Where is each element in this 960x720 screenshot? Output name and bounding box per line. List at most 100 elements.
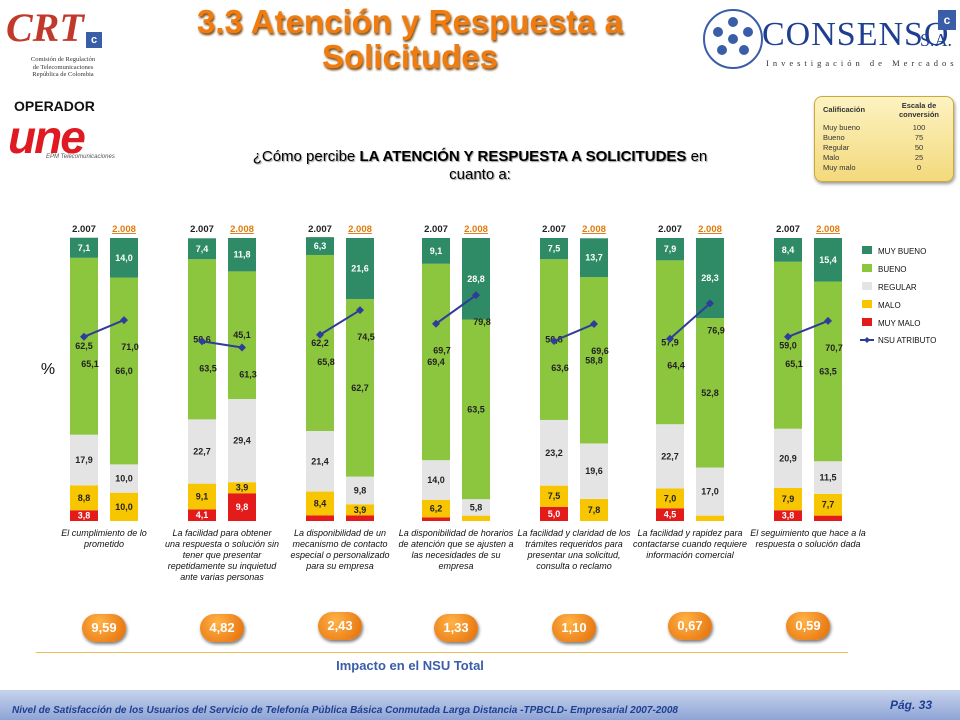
- nsu-marker: [666, 334, 674, 343]
- bar-segment-muy-bueno: [422, 238, 450, 264]
- data-label: 19,6: [585, 466, 603, 476]
- bar-segment-bueno: [462, 319, 490, 500]
- impact-bubble: 1,10: [552, 614, 596, 642]
- bar-segment-regular: [540, 419, 568, 486]
- legend-swatch-bueno: [862, 264, 872, 272]
- year-label: 2.007: [190, 224, 214, 235]
- nsu-marker: [432, 319, 440, 328]
- data-label: 20,9: [779, 453, 797, 463]
- bar-segment-bueno: [346, 299, 374, 477]
- bar-segment-regular: [70, 434, 98, 486]
- bar-segment-muy-bueno: [656, 238, 684, 261]
- legend-label: NSU ATRIBUTO: [878, 336, 936, 345]
- year-label: 2.008: [816, 224, 840, 235]
- crt-line-1: Comisión de Regulación: [30, 56, 96, 63]
- impact-divider: [36, 652, 848, 653]
- consenso-tagline: Investigación de Mercados: [766, 58, 958, 68]
- data-label: 5,8: [470, 502, 483, 512]
- nsu-label: 61,3: [239, 370, 257, 380]
- bar-segment-muy-bueno: [774, 238, 802, 262]
- nsu-label: 70,7: [825, 343, 843, 353]
- bar-segment-malo: [580, 498, 608, 521]
- bar-segment-muy-bueno: [228, 238, 256, 272]
- bar-segment-regular: [110, 464, 138, 493]
- conversion-row-label: Muy bueno: [823, 123, 861, 132]
- bar-segment-muy-bueno: [814, 238, 842, 282]
- legend-swatch-muy-bueno: [862, 246, 872, 254]
- nsu-marker: [550, 337, 558, 346]
- data-label: 7,9: [664, 244, 677, 254]
- bar-segment-bueno: [228, 271, 256, 400]
- bar-segment-bueno: [696, 318, 724, 468]
- year-label: 2.007: [308, 224, 332, 235]
- nsu-label: 79,8: [473, 317, 491, 327]
- year-label: 2.008: [582, 224, 606, 235]
- year-label: 2.008: [112, 224, 136, 235]
- data-label: 3,8: [782, 511, 795, 521]
- year-label: 2.007: [424, 224, 448, 235]
- operator-label: OPERADOR: [14, 98, 95, 114]
- year-label: 2.007: [776, 224, 800, 235]
- data-label: 14,0: [427, 475, 445, 485]
- data-label: 11,8: [233, 250, 250, 260]
- nsu-marker: [472, 291, 480, 300]
- nsu-marker: [784, 332, 792, 341]
- category-label: La disponibilidad de horarios de atenció…: [398, 528, 514, 571]
- legend-label: MALO: [878, 301, 901, 310]
- bar-segment-malo: [656, 488, 684, 509]
- conversion-labels: Muy bueno Bueno Regular Malo Muy malo: [823, 123, 860, 173]
- bar-segment-muy-malo: [814, 515, 842, 521]
- category-label: La disponibilidad de un mecanismo de con…: [290, 528, 390, 571]
- data-label: 59,0: [779, 340, 797, 350]
- bar-segment-muy-malo: [306, 515, 334, 521]
- bar-segment-muy-bueno: [306, 237, 334, 255]
- operator-logo-subtitle: EPM Telecomunicaciones: [46, 154, 115, 160]
- nsu-line: [787, 319, 829, 338]
- data-label: 7,9: [782, 494, 795, 504]
- year-label: 2.008: [698, 224, 722, 235]
- data-label: 3,8: [78, 511, 91, 521]
- bar-segment-bueno: [580, 277, 608, 444]
- category-label: El seguimiento que hace a la respuesta o…: [750, 528, 866, 549]
- data-label: 28,3: [701, 273, 719, 283]
- impact-bubble: 0,59: [786, 612, 830, 640]
- data-label: 3,9: [236, 483, 249, 493]
- conversion-values: 100 75 50 25 0: [895, 123, 943, 173]
- nsu-label: 65,1: [81, 359, 99, 369]
- data-label: 29,4: [233, 436, 251, 446]
- bar-segment-regular: [656, 424, 684, 489]
- data-label: 17,0: [701, 487, 719, 497]
- bar-segment-regular: [228, 399, 256, 483]
- bar-segment-muy-bueno: [70, 237, 98, 258]
- bar-segment-muy-malo: [656, 508, 684, 521]
- nsu-marker: [238, 343, 246, 352]
- question-text: ¿Cómo percibe LA ATENCIÓN Y RESPUESTA A …: [230, 148, 730, 184]
- data-label: 7,7: [822, 500, 835, 510]
- bar-segment-malo: [540, 485, 568, 507]
- crt-logo-mark: CRT: [6, 5, 84, 50]
- nsu-marker: [80, 332, 88, 341]
- data-label: 13,7: [585, 253, 603, 263]
- conversion-row-value: 25: [914, 153, 924, 162]
- legend-swatch-muy-malo: [862, 318, 872, 326]
- data-label: 22,7: [193, 447, 211, 457]
- data-label: 52,8: [701, 388, 719, 398]
- data-label: 7,5: [548, 244, 561, 254]
- data-label: 9,8: [236, 502, 249, 512]
- data-label: 63,5: [467, 404, 485, 414]
- category-label: La facilidad y claridad de los trámites …: [517, 528, 631, 571]
- nsu-label: 69,6: [591, 346, 609, 356]
- bar-segment-muy-bueno: [346, 238, 374, 300]
- category-label: La facilidad y rapidez para contactarse …: [632, 528, 748, 560]
- legend-label: BUENO: [878, 265, 906, 274]
- year-label: 2.007: [72, 224, 96, 235]
- operator-logo-word: une: [8, 111, 86, 163]
- bar-segment-regular: [774, 428, 802, 488]
- impact-label: Impacto en el NSU Total: [336, 658, 484, 673]
- legend-swatch-regular: [862, 282, 872, 290]
- year-label: 2.007: [542, 224, 566, 235]
- impact-bubble: 0,67: [668, 612, 712, 640]
- nsu-marker: [824, 316, 832, 325]
- nsu-line: [201, 340, 243, 349]
- legend-label: MUY BUENO: [878, 247, 926, 256]
